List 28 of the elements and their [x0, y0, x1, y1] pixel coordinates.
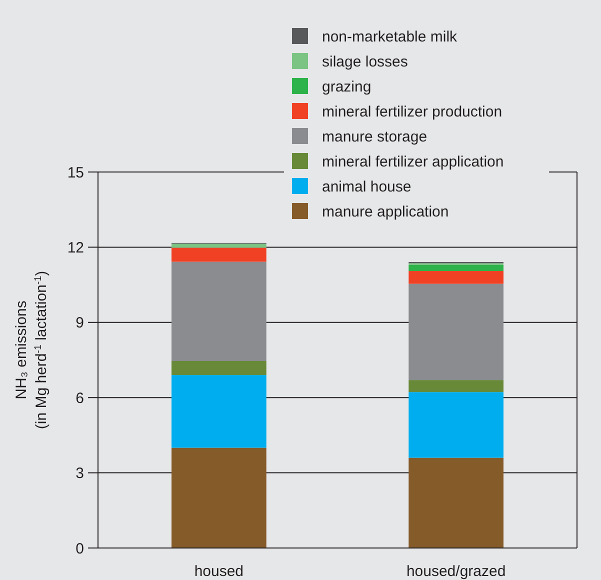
x-tick-label: housed: [194, 563, 244, 580]
x-tick-label: housed/grazed: [406, 563, 506, 580]
legend-label: mineral fertilizer application: [322, 153, 504, 170]
bar: [408, 271, 504, 284]
y-tick-label: 9: [76, 314, 84, 332]
bar: [172, 248, 266, 262]
y-tick-label: 12: [67, 239, 84, 256]
legend-label: manure storage: [322, 128, 428, 146]
bar: [172, 361, 266, 376]
bar: [408, 284, 504, 380]
legend-label: silage losses: [322, 53, 408, 70]
legend-label: grazing: [322, 78, 372, 96]
bar: [408, 264, 504, 272]
y-tick-label: 3: [76, 465, 84, 482]
bar: [172, 375, 266, 448]
bar: [172, 262, 266, 362]
legend-label: non-marketable milk: [322, 28, 458, 46]
bar: [408, 380, 504, 392]
bar: [172, 448, 266, 548]
bar: [408, 458, 504, 548]
y-tick-label: 6: [76, 390, 84, 407]
y-tick-label: 0: [76, 540, 84, 558]
y-tick-label: 15: [67, 164, 84, 182]
bar: [172, 244, 266, 248]
bar: [408, 392, 504, 458]
legend-label: manure application: [322, 203, 449, 220]
legend-label: animal house: [322, 178, 412, 196]
legend-label: mineral fertilizer production: [322, 103, 502, 120]
